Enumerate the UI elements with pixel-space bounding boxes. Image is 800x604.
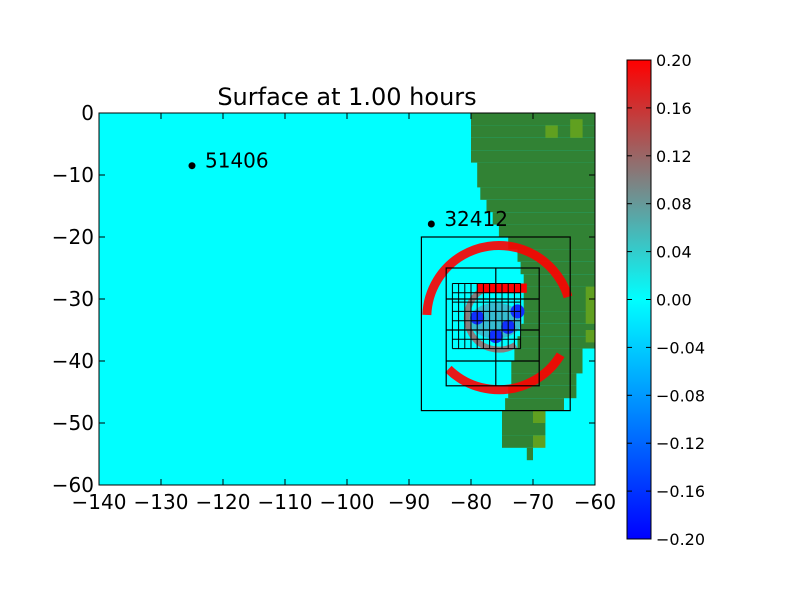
x-tick-label: −140 xyxy=(72,490,127,514)
ocean-inlet xyxy=(582,348,595,485)
colorbar-tick-label: 0.20 xyxy=(656,51,692,70)
gauge-marker xyxy=(188,162,196,170)
x-tick-label: −90 xyxy=(388,490,430,514)
refinement-box xyxy=(420,236,571,412)
land-block xyxy=(526,447,533,461)
land-block xyxy=(505,398,564,411)
land-block xyxy=(492,212,595,225)
colorbar-tick-label: −0.08 xyxy=(656,386,705,405)
x-tick-label: −80 xyxy=(450,490,492,514)
wave-ring-outer xyxy=(422,241,576,395)
refinement-box xyxy=(445,267,540,387)
colorbar-tick-label: −0.20 xyxy=(656,530,705,549)
colorbar-tick-label: 0.16 xyxy=(656,99,692,118)
land-block xyxy=(523,299,595,312)
land-block xyxy=(477,175,595,188)
land-block xyxy=(477,162,595,175)
gauge-marker xyxy=(427,220,435,228)
highland-block xyxy=(585,330,595,343)
land-block xyxy=(508,237,595,250)
colorbar-tick-label: 0.00 xyxy=(656,291,692,310)
x-tick-label: −60 xyxy=(574,490,616,514)
colorbar-tick-label: −0.12 xyxy=(656,434,705,453)
y-tick-label: −40 xyxy=(52,349,94,373)
x-tick-label: −130 xyxy=(134,490,189,514)
highland-block xyxy=(545,125,558,138)
colorbar-tick-label: −0.04 xyxy=(656,338,705,357)
land-block xyxy=(471,137,595,151)
x-tick-label: −120 xyxy=(196,490,251,514)
land-block xyxy=(480,187,595,200)
colorbar-tick-label: −0.16 xyxy=(656,482,705,501)
y-tick-label: −20 xyxy=(52,225,94,249)
land-block xyxy=(523,286,595,299)
highland-block xyxy=(585,286,595,324)
colorbar-tick-label: 0.08 xyxy=(656,195,692,214)
land-block xyxy=(498,224,595,237)
land-block xyxy=(502,435,533,448)
y-tick-label: 0 xyxy=(81,101,94,125)
land-block xyxy=(471,150,595,163)
x-tick-label: −100 xyxy=(320,490,375,514)
land-block xyxy=(471,113,595,126)
y-tick-label: −60 xyxy=(52,473,94,497)
gauge-label: 32412 xyxy=(444,207,508,231)
y-tick-label: −50 xyxy=(52,411,94,435)
x-tick-label: −70 xyxy=(512,490,554,514)
chart-title: Surface at 1.00 hours xyxy=(217,83,476,111)
colorbar-tick-label: 0.04 xyxy=(656,243,692,262)
y-tick-label: −10 xyxy=(52,163,94,187)
land-block xyxy=(471,125,595,138)
land-block xyxy=(523,311,595,324)
refinement-grids xyxy=(420,236,571,412)
highland-block xyxy=(533,410,546,423)
highland-block xyxy=(533,435,546,448)
y-tick-label: −30 xyxy=(52,287,94,311)
land-block xyxy=(517,336,595,349)
colorbar-tick-label: 0.12 xyxy=(656,147,692,166)
land-block xyxy=(514,348,583,361)
land-mass xyxy=(471,113,595,485)
x-tick-label: −110 xyxy=(258,490,313,514)
highland-block xyxy=(570,119,583,138)
land-block xyxy=(486,199,595,213)
land-block xyxy=(502,423,546,436)
gauge-label: 51406 xyxy=(205,149,269,173)
